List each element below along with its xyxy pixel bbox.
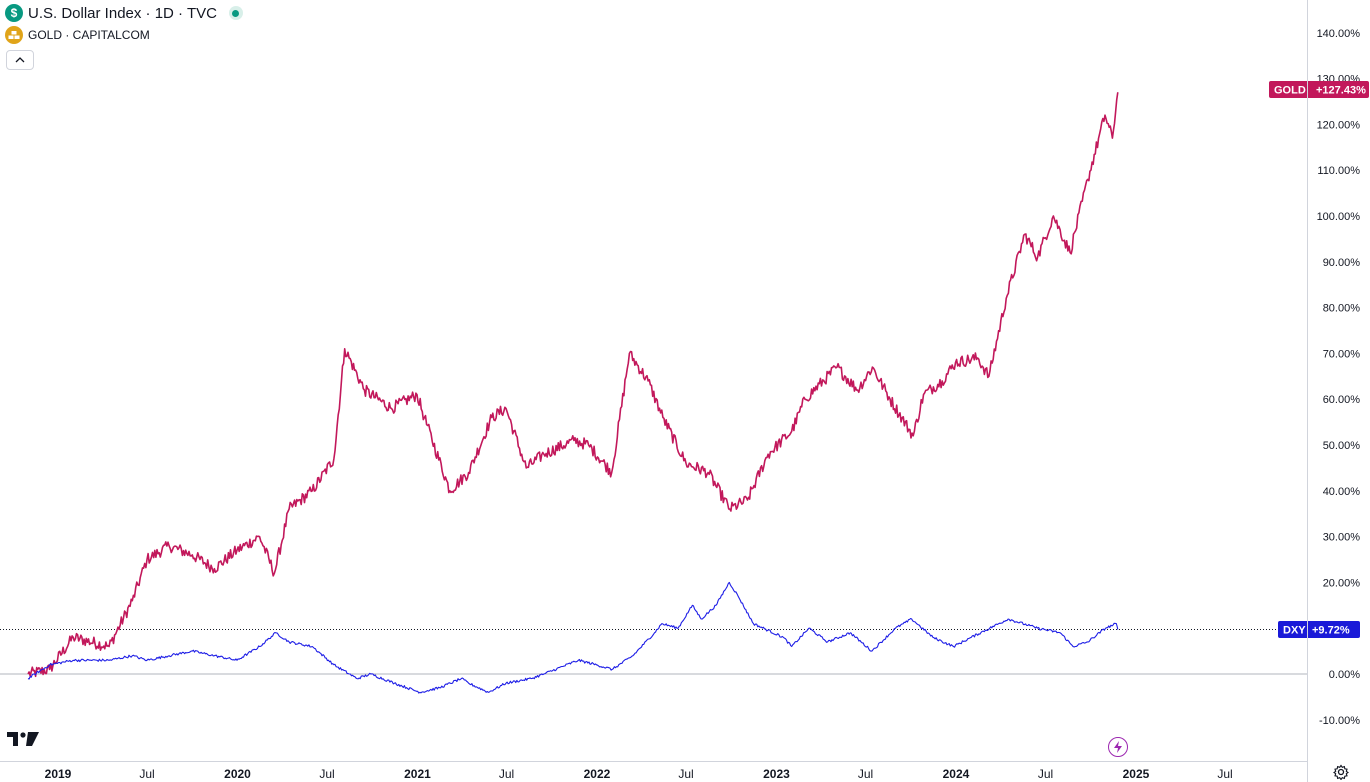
time-axis[interactable]: 2019 Jul 2020 Jul 2021 Jul 2022 Jul 2023 Jul 2024 J…: [45, 767, 1233, 781]
gold-last-value-badge: GOLD +127.43%: [1269, 81, 1369, 98]
y-tick-label: 70.00%: [1323, 348, 1361, 360]
y-tick-label: 40.00%: [1323, 486, 1361, 498]
y-tick-label: 60.00%: [1323, 394, 1361, 406]
gold-badge-value: +127.43%: [1316, 85, 1366, 97]
y-tick-label: 100.00%: [1317, 211, 1361, 223]
x-tick-label: Jul: [319, 767, 334, 781]
x-tick-label: 2022: [584, 767, 611, 781]
y-tick-label: 110.00%: [1317, 165, 1360, 177]
tradingview-logo-icon[interactable]: [7, 730, 39, 753]
price-axis-border: [1307, 0, 1308, 782]
x-tick-label: Jul: [139, 767, 154, 781]
dxy-series-line[interactable]: [27, 581, 1119, 694]
time-axis-border: [0, 761, 1307, 762]
y-tick-label: 0.00%: [1329, 669, 1360, 681]
dollar-icon: $: [5, 4, 23, 22]
x-tick-label: Jul: [678, 767, 693, 781]
gold-bars-icon: [5, 26, 23, 44]
settings-gear-icon[interactable]: [1333, 764, 1349, 780]
dxy-badge-label: DXY: [1283, 625, 1306, 637]
main-symbol-title[interactable]: U.S. Dollar Index · 1D · TVC: [28, 4, 217, 22]
y-tick-label: 120.00%: [1317, 119, 1361, 131]
y-tick-label: 50.00%: [1323, 440, 1361, 452]
x-tick-label: 2019: [45, 767, 72, 781]
main-symbol-legend[interactable]: $ U.S. Dollar Index · 1D · TVC: [5, 2, 243, 24]
collapse-legend-button[interactable]: [6, 50, 34, 70]
x-tick-label: 2020: [224, 767, 251, 781]
y-tick-label: 80.00%: [1323, 303, 1361, 315]
x-tick-label: 2021: [404, 767, 431, 781]
last-value-badges: GOLD +127.43% DXY +9.72%: [1269, 81, 1369, 638]
x-tick-label: Jul: [1038, 767, 1053, 781]
x-tick-label: Jul: [858, 767, 873, 781]
chevron-up-icon: [15, 57, 25, 63]
market-open-status-icon: [228, 6, 243, 20]
lightning-icon[interactable]: [1108, 737, 1128, 757]
gold-badge-label: GOLD: [1274, 85, 1306, 97]
x-tick-label: 2024: [943, 767, 970, 781]
x-tick-label: 2023: [763, 767, 790, 781]
y-tick-label: -10.00%: [1319, 715, 1360, 727]
y-tick-label: 30.00%: [1323, 532, 1361, 544]
x-tick-label: Jul: [1217, 767, 1232, 781]
x-tick-label: Jul: [499, 767, 514, 781]
compare-symbol-legend[interactable]: GOLD · CAPITALCOM: [5, 24, 243, 46]
chart-legend: $ U.S. Dollar Index · 1D · TVC GOLD · CA…: [5, 2, 243, 46]
y-tick-label: 90.00%: [1323, 257, 1361, 269]
y-tick-label: 20.00%: [1323, 577, 1361, 589]
series-layer: [27, 92, 1119, 694]
gold-series-line[interactable]: [27, 92, 1119, 678]
y-tick-label: 140.00%: [1317, 28, 1361, 40]
compare-symbol-title[interactable]: GOLD · CAPITALCOM: [28, 28, 150, 42]
dxy-last-value-badge: DXY +9.72%: [1278, 621, 1360, 638]
dxy-badge-value: +9.72%: [1312, 625, 1350, 637]
x-tick-label: 2025: [1123, 767, 1150, 781]
